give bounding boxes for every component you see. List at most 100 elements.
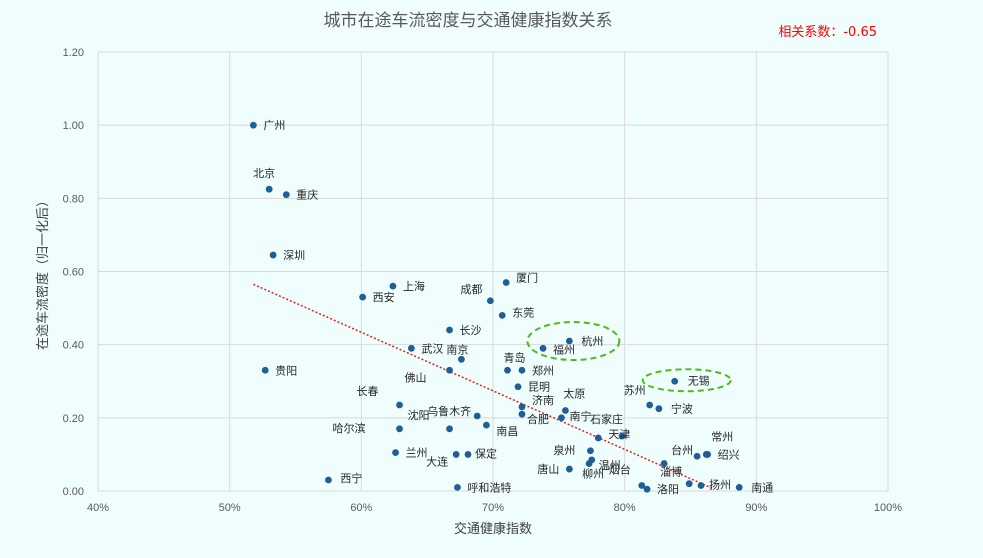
point-label: 常州 — [711, 430, 733, 443]
data-point — [704, 451, 712, 458]
point-label: 无锡 — [688, 373, 710, 387]
data-point — [261, 366, 269, 374]
data-point — [562, 407, 569, 414]
y-tick-label: 0.80 — [63, 193, 84, 205]
point-label: 泉州 — [553, 443, 575, 457]
point-label: 郑州 — [532, 363, 554, 377]
data-point — [693, 452, 701, 460]
point-label: 西宁 — [340, 471, 362, 485]
data-point — [486, 297, 494, 305]
data-point — [446, 366, 453, 374]
data-point — [407, 344, 415, 352]
data-point — [325, 476, 332, 484]
data-point — [638, 482, 646, 489]
point-label: 长春 — [357, 385, 379, 398]
data-point — [483, 421, 490, 429]
point-label: 苏州 — [624, 384, 646, 397]
data-point — [359, 293, 367, 301]
point-label: 兰州 — [406, 447, 428, 460]
point-label: 哈尔滨 — [333, 421, 366, 435]
point-label: 成都 — [460, 283, 482, 296]
grid — [97, 51, 889, 492]
x-tick-label: 50% — [219, 502, 241, 514]
point-label: 烟台 — [609, 463, 631, 477]
data-point — [565, 465, 573, 473]
point-label: 东莞 — [512, 306, 534, 319]
point-label: 杭州 — [581, 334, 603, 348]
data-point — [671, 377, 679, 385]
point-label: 深圳 — [283, 249, 305, 262]
point-label: 南通 — [751, 481, 773, 494]
data-point — [514, 383, 522, 391]
point-label: 昆明 — [528, 381, 550, 394]
trendline-layer — [253, 283, 715, 490]
point-label: 太原 — [563, 388, 585, 401]
data-point — [655, 405, 663, 413]
data-point — [646, 401, 654, 409]
data-point — [446, 326, 453, 334]
point-label: 长沙 — [460, 324, 482, 337]
point-label: 天津 — [608, 428, 630, 441]
data-point — [558, 414, 565, 422]
y-tick-label: 1.00 — [63, 120, 84, 132]
data-point — [518, 410, 526, 418]
point-label: 济南 — [532, 393, 554, 407]
point-label: 合肥 — [527, 412, 549, 426]
data-point — [282, 191, 290, 199]
data-point — [643, 485, 651, 493]
point-label: 青岛 — [503, 350, 525, 364]
point-label: 石家庄 — [590, 412, 623, 426]
y-tick-label: 1.20 — [63, 47, 84, 59]
data-point — [396, 401, 403, 409]
points-layer — [249, 121, 743, 493]
data-point — [389, 282, 397, 290]
x-tick-label: 100% — [874, 502, 902, 514]
data-point — [685, 480, 693, 488]
data-point — [565, 337, 573, 345]
y-tick-label: 0.20 — [63, 413, 84, 425]
data-point — [518, 403, 526, 411]
data-point — [518, 366, 526, 374]
data-point — [249, 121, 257, 129]
point-label: 南京 — [446, 342, 468, 356]
data-point — [618, 432, 626, 440]
data-point — [446, 425, 453, 433]
data-point — [539, 344, 547, 352]
point-label: 武汉 — [421, 342, 443, 355]
data-point — [594, 434, 602, 442]
x-tick-label: 80% — [614, 502, 636, 514]
y-axis-title: 在途车流密度（归一化后） — [35, 194, 51, 350]
data-point — [396, 425, 403, 433]
axis-ticks: 40% 50% 60% 70% 80% 90% 100% 0.00 0.20 0.40 0.60 0.… — [63, 47, 903, 514]
highlight-ellipse — [641, 368, 732, 393]
data-point — [585, 460, 593, 467]
point-label: 北京 — [253, 166, 275, 180]
point-label: 南宁 — [569, 409, 591, 423]
highlight-ellipse — [526, 321, 621, 362]
point-label: 呼和浩特 — [467, 480, 511, 494]
x-tick-label: 70% — [482, 502, 504, 514]
point-label: 贵阳 — [275, 364, 297, 377]
data-point — [452, 451, 460, 458]
data-point — [454, 483, 461, 491]
point-label: 西安 — [373, 290, 395, 304]
point-label: 绍兴 — [718, 447, 740, 461]
point-label: 柳州 — [582, 467, 604, 481]
chart-title: 城市在途车流密度与交通健康指数关系 — [324, 11, 613, 31]
point-label: 福州 — [553, 342, 575, 356]
point-label: 唐山 — [537, 462, 559, 476]
point-label: 沈阳 — [408, 408, 430, 422]
point-label: 温州 — [599, 459, 621, 472]
data-point — [697, 482, 705, 489]
data-point — [392, 449, 399, 456]
data-point — [458, 355, 465, 363]
point-label: 洛阳 — [657, 482, 679, 496]
trendline — [253, 283, 715, 490]
y-tick-label: 0.00 — [63, 486, 84, 498]
data-point — [504, 366, 511, 374]
data-point — [587, 447, 594, 455]
point-label: 宁波 — [671, 402, 693, 416]
x-axis-title: 交通健康指数 — [454, 521, 532, 537]
